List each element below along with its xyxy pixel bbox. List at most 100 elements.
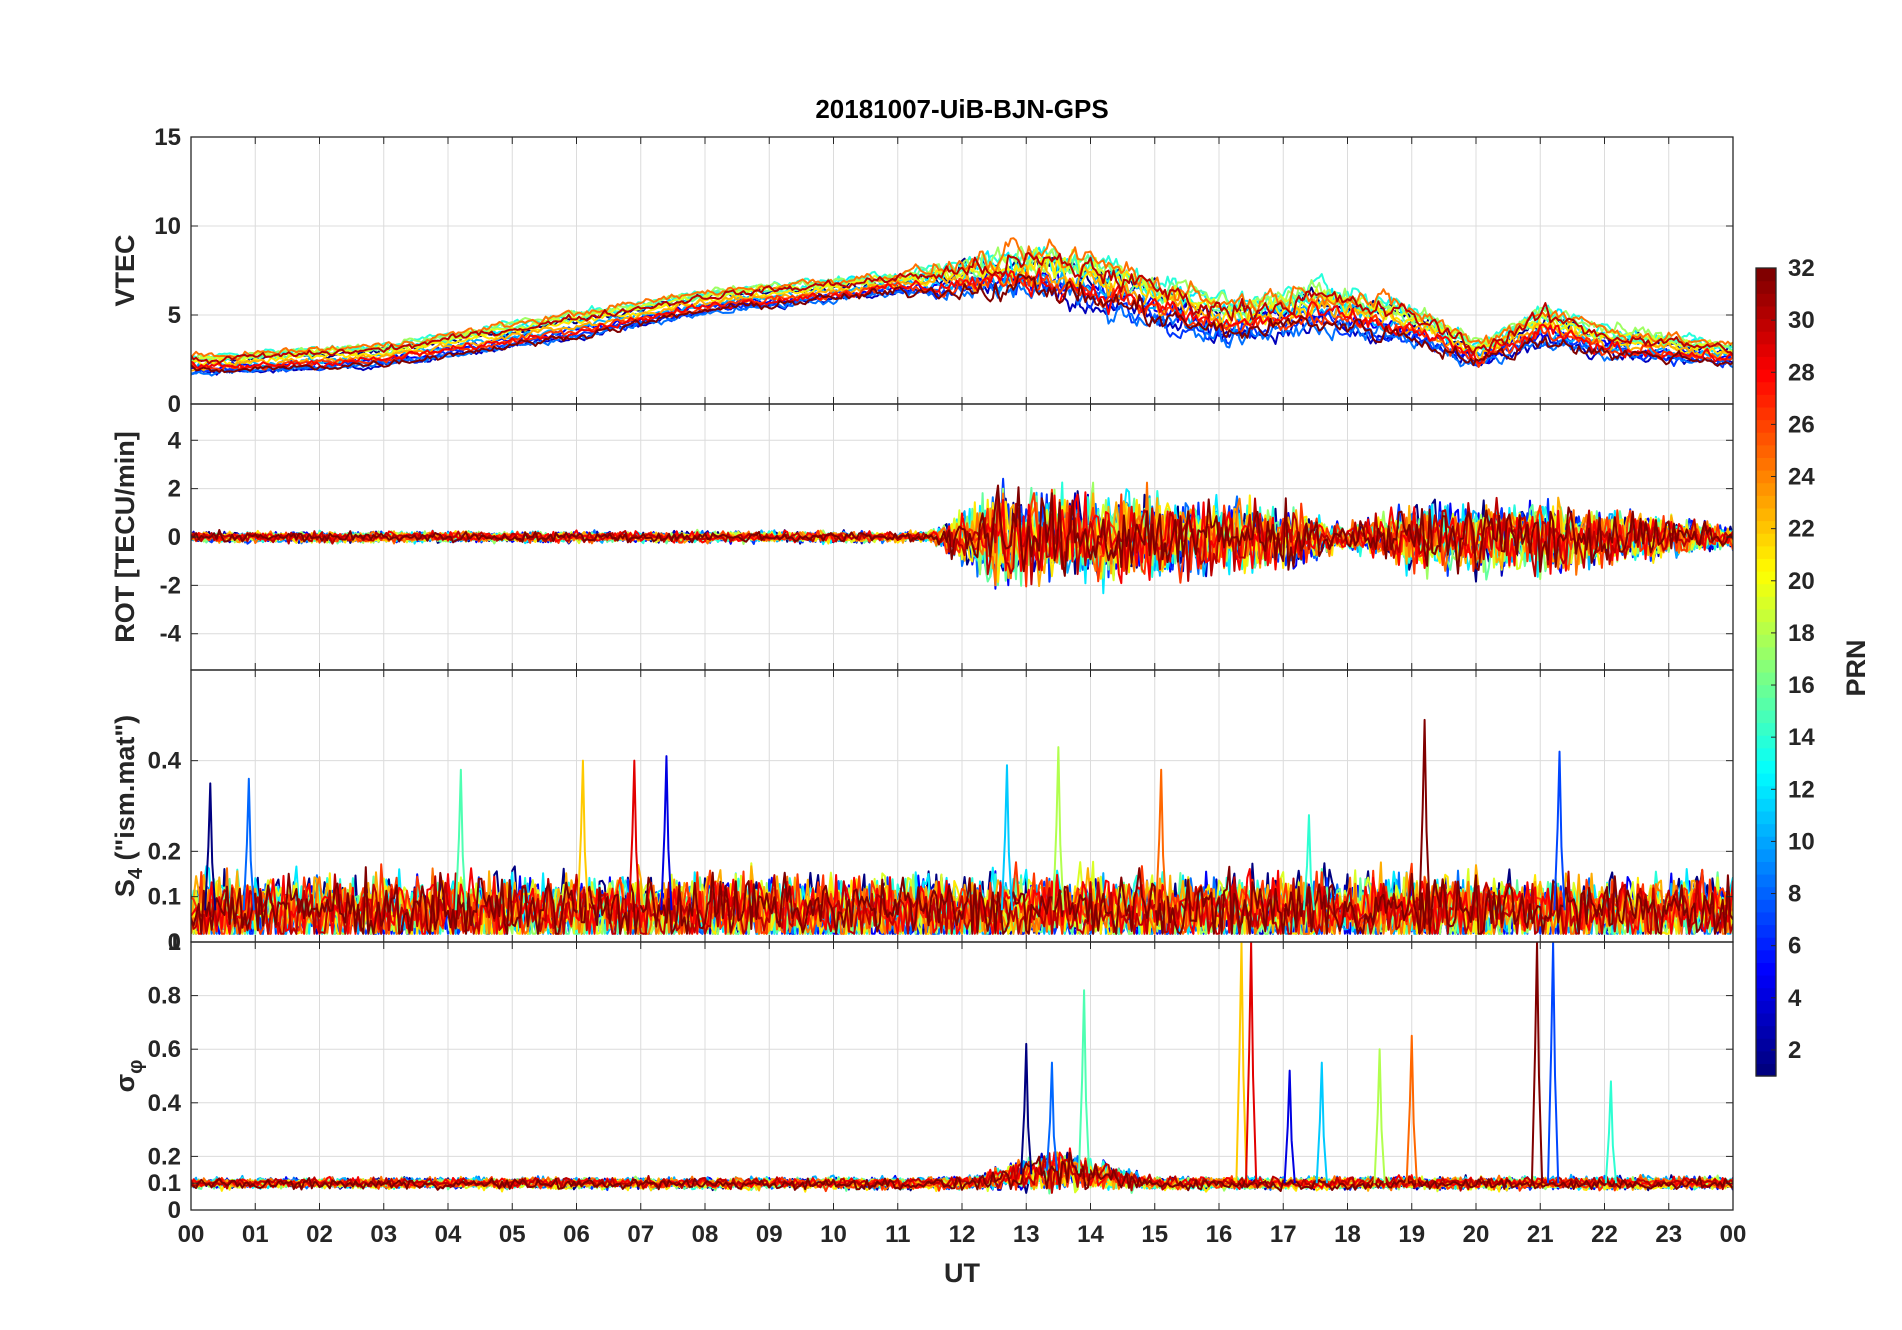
series-prn-trace — [191, 484, 1733, 577]
colorbar-segment — [1756, 949, 1776, 963]
colorbar-frame — [1755, 267, 1777, 1077]
spike-mark — [1530, 942, 1544, 1184]
x-tick-label: 21 — [1527, 1221, 1554, 1248]
colorbar-tick-label: 26 — [1788, 411, 1815, 438]
colorbar-segment — [1756, 659, 1776, 673]
colorbar-segment — [1756, 545, 1776, 559]
x-tick-label: 00 — [1720, 1221, 1747, 1248]
spike-mark — [1045, 1061, 1059, 1171]
x-tick-label: 16 — [1206, 1221, 1233, 1248]
y-tick-label: 2 — [168, 476, 181, 503]
colorbar-segment — [1756, 331, 1776, 345]
colorbar-label: PRN — [1841, 639, 1871, 696]
x-tick-label: 03 — [370, 1221, 397, 1248]
series-prn-trace — [191, 237, 1733, 362]
y-tick-label: 0.1 — [148, 1170, 181, 1197]
spike-mark — [1373, 1048, 1386, 1184]
y-tick-label: 0.4 — [148, 748, 182, 775]
x-axis-label: UT — [944, 1258, 980, 1288]
colorbar-segment — [1756, 356, 1776, 370]
x-tick-label: 01 — [242, 1221, 269, 1248]
x-tick-label: 11 — [885, 1221, 910, 1248]
y-tick-label: 0.4 — [148, 1090, 182, 1117]
x-tick-label: 17 — [1270, 1221, 1297, 1248]
x-tick-label: 06 — [563, 1221, 590, 1248]
series-prn-trace — [191, 1152, 1733, 1194]
y-tick-label: 0.1 — [148, 884, 181, 911]
spike-mark — [1155, 768, 1168, 911]
colorbar-segment — [1756, 394, 1776, 408]
y-tick-label: 10 — [154, 213, 181, 240]
colorbar-tick-label: 18 — [1788, 620, 1815, 647]
y-axis-label-sigma: σφ — [110, 1060, 147, 1093]
y-tick-label: 4 — [168, 427, 182, 454]
traces-sigma — [191, 942, 1733, 1195]
spike-mark — [1604, 1080, 1618, 1184]
spike-mark — [1302, 814, 1316, 911]
spike-mark — [1235, 942, 1248, 1184]
colorbar-tick-label: 30 — [1788, 307, 1815, 334]
panel-rot: -4 -2 0 2 4 ROT [TECU/min] — [110, 403, 1734, 671]
colorbar-segment — [1756, 381, 1776, 395]
series-prn-trace — [191, 865, 1733, 935]
colorbar-segment — [1756, 773, 1776, 787]
colorbar-segment — [1756, 444, 1776, 458]
y-tick-label: 0 — [168, 391, 181, 418]
colorbar-tick-label: 14 — [1788, 724, 1815, 751]
colorbar-segment — [1756, 1038, 1776, 1052]
spike-mark — [204, 782, 217, 911]
spike-mark — [1077, 989, 1091, 1174]
y-label-main: σ — [110, 1074, 140, 1092]
colorbar-segment — [1756, 293, 1776, 307]
y-label-sub: φ — [125, 1060, 147, 1074]
colorbar-segment — [1756, 886, 1776, 900]
y-label-suffix: ("ism.mat") — [110, 715, 140, 868]
colorbar-segment — [1756, 823, 1776, 837]
colorbar-segment — [1756, 911, 1776, 926]
colorbar-segment — [1756, 1050, 1776, 1064]
colorbar-segment — [1756, 962, 1776, 976]
colorbar-segment — [1756, 924, 1776, 938]
colorbar-segment — [1756, 672, 1776, 686]
colorbar-segment — [1756, 507, 1776, 522]
spike-mark — [628, 759, 641, 911]
colorbar-segment — [1756, 596, 1776, 610]
colorbar-segment — [1756, 722, 1776, 736]
colorbar-segment — [1756, 810, 1776, 825]
colorbar-tick-label: 20 — [1788, 568, 1815, 595]
spike-mark — [454, 768, 467, 911]
colorbar-segment — [1756, 305, 1776, 320]
colorbar-segment — [1756, 709, 1776, 724]
x-tick-label: 18 — [1334, 1221, 1361, 1248]
series-prn-trace — [191, 273, 1733, 374]
colorbar-tick-label: 28 — [1788, 359, 1815, 386]
series-prn-trace — [191, 1151, 1733, 1192]
colorbar-segment — [1756, 798, 1776, 812]
colorbar-segment — [1756, 747, 1776, 761]
spike-mark — [660, 755, 673, 911]
spike-mark — [1000, 764, 1014, 911]
colorbar-segment — [1756, 760, 1776, 774]
colorbar-tick-label: 6 — [1788, 933, 1801, 960]
colorbar-segment — [1756, 634, 1776, 648]
colorbar-tick-label: 8 — [1788, 881, 1801, 908]
y-tick-label: 1 — [168, 929, 181, 956]
series-prn-trace — [191, 245, 1733, 363]
x-tick-label: 02 — [306, 1221, 333, 1248]
colorbar-segment — [1756, 836, 1776, 850]
colorbar-segment — [1756, 735, 1776, 749]
colorbar-segment — [1756, 406, 1776, 421]
x-tick-label: 19 — [1398, 1221, 1425, 1248]
y-tick-label: 5 — [168, 302, 181, 329]
colorbar-segment — [1756, 280, 1776, 294]
x-tick-label: 07 — [627, 1221, 654, 1248]
x-tick-label: 09 — [756, 1221, 783, 1248]
x-tick-label: 08 — [692, 1221, 719, 1248]
colorbar-segment — [1756, 621, 1776, 635]
chart-title: 20181007-UiB-BJN-GPS — [815, 94, 1108, 124]
colorbar-tick-label: 16 — [1788, 672, 1815, 699]
colorbar-segment — [1756, 470, 1776, 484]
spike-mark — [1553, 750, 1566, 911]
colorbar-segment — [1756, 369, 1776, 383]
